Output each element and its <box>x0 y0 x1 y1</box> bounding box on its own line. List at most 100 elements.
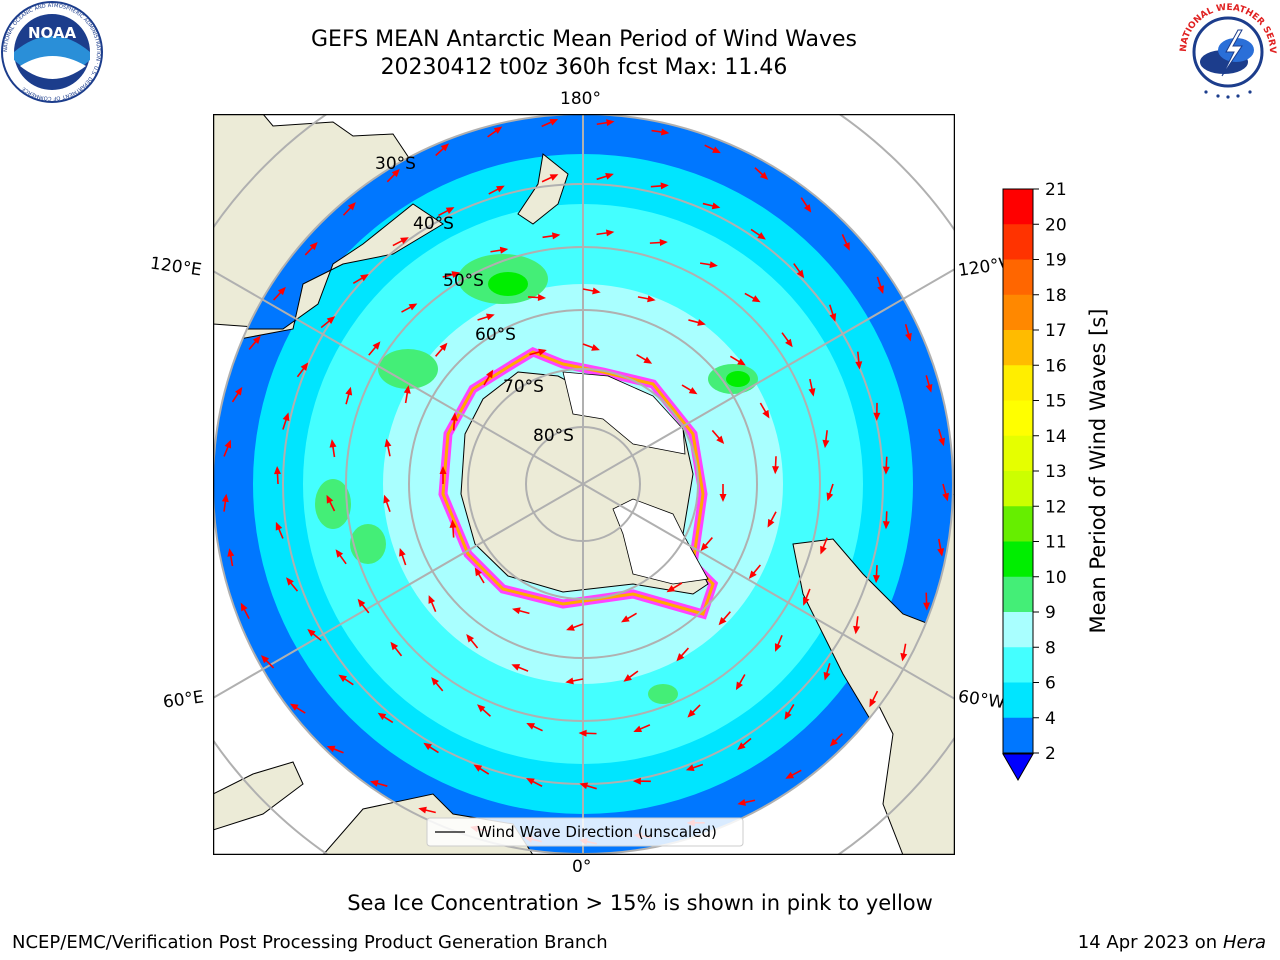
wind-wave-arrow-head <box>606 119 615 127</box>
period-10-11-patches <box>488 272 750 387</box>
wind-wave-arrow-head <box>499 246 509 254</box>
colorbar-bin <box>1003 224 1033 260</box>
wind-wave-arrow-head <box>252 335 261 345</box>
noaa-logo: NOAA NATIONAL OCEANIC AND ATMOSPHERIC AD… <box>0 0 104 104</box>
wind-wave-arrow-head <box>347 202 356 211</box>
lat-label-40s: 40°S <box>413 214 454 234</box>
wind-wave-arrow-head <box>853 625 861 635</box>
lon-label-180: 180° <box>560 89 601 109</box>
wind-wave-arrow-head <box>592 287 601 295</box>
wind-wave-arrow-head <box>360 274 369 282</box>
wind-wave-arrow-head <box>451 271 461 278</box>
wind-wave-arrow-head <box>537 294 547 302</box>
colorbar-bin <box>1003 330 1033 366</box>
wind-wave-arrow-head <box>905 332 912 342</box>
noaa-logo-label: NOAA <box>28 24 77 42</box>
wind-wave-arrow-head <box>660 182 669 190</box>
wind-wave-arrow-head <box>235 386 243 396</box>
wind-wave-arrow-head <box>289 703 299 711</box>
wind-wave-arrow-head <box>274 466 282 475</box>
wind-wave-arrow-head <box>309 241 318 251</box>
wind-wave-arrow-head <box>579 782 589 790</box>
wind-wave-arrow-head <box>823 671 831 681</box>
credit-host: Hera <box>1222 932 1266 953</box>
wind-wave-arrow-head <box>719 494 727 502</box>
wind-wave-arrow-head <box>767 518 775 528</box>
colorbar: 2 4 6 8 9 10 11 12 13 14 15 16 17 18 19 20 21 <box>995 180 1125 790</box>
wind-wave-arrow-head <box>829 313 837 322</box>
lat-label-80s: 80°S <box>533 426 574 446</box>
wind-wave-arrow-head <box>757 232 766 240</box>
colorbar-tick-label: 12 <box>1045 497 1067 517</box>
colorbar-extend-triangle <box>1002 753 1034 782</box>
wind-wave-arrow-head <box>688 387 698 395</box>
wind-wave-arrow-head <box>578 729 587 737</box>
wind-wave-arrow-head <box>882 521 890 530</box>
wind-wave-arrow-head <box>784 711 792 720</box>
wind-wave-arrow-head <box>449 519 457 528</box>
wind-wave-arrow-head <box>872 574 880 584</box>
colorbar-bin <box>1003 612 1033 648</box>
colorbar-tick-label: 8 <box>1045 638 1056 658</box>
wind-wave-arrow-head <box>643 356 653 364</box>
nws-logo: NATIONAL WEATHER SERVICE <box>1173 0 1280 104</box>
wind-wave-arrow-head <box>486 369 494 379</box>
wind-wave-arrow-head <box>440 143 449 152</box>
colorbar-bin <box>1003 541 1033 578</box>
meridians <box>213 114 955 855</box>
wind-wave-arrow-head <box>431 677 439 686</box>
wind-wave-arrow-head <box>418 806 427 814</box>
wind-wave-arrow-head <box>493 126 503 134</box>
lat-label-70s: 70°S <box>503 377 544 397</box>
wind-wave-arrow-head <box>737 798 746 806</box>
wind-wave-arrow-head <box>445 207 455 214</box>
colorbar-tick-label: 14 <box>1045 427 1067 447</box>
chart-title-line-1: GEFS MEAN Antarctic Mean Period of Wind … <box>311 27 857 52</box>
wind-wave-arrow-head <box>390 641 399 651</box>
wind-wave-arrow-head <box>938 437 945 447</box>
colorbar-tick-label: 13 <box>1045 462 1067 482</box>
wind-wave-arrow-head <box>450 412 458 421</box>
wind-wave-arrow-head <box>659 239 668 247</box>
wind-wave-arrow-head <box>326 494 334 504</box>
wind-wave-arrows <box>221 119 949 845</box>
wind-wave-arrow-head <box>307 629 316 637</box>
wind-wave-arrow-head <box>526 778 535 785</box>
colorbar-title: Mean Period of Wind Waves [s] <box>1086 308 1110 634</box>
colorbar-tick-label: 4 <box>1045 709 1056 729</box>
wind-wave-arrow-head <box>526 723 535 730</box>
wind-wave-arrow-head <box>808 388 816 397</box>
wind-wave-arrow-head <box>751 295 761 303</box>
colorbar-bin <box>1003 435 1033 472</box>
colorbar-bins <box>1002 188 1034 754</box>
map-legend: Wind Wave Direction (unscaled) <box>426 817 744 847</box>
wind-wave-arrow-head <box>737 358 746 366</box>
wind-wave-arrow-head <box>633 725 643 733</box>
wind-wave-arrow-head <box>737 742 746 751</box>
lon-label-120e: 120°E <box>148 253 203 281</box>
wind-wave-arrow-head <box>335 549 344 558</box>
wind-wave-arrow-head <box>774 643 782 652</box>
colorbar-tick-label: 6 <box>1045 674 1056 694</box>
colorbar-bin <box>1003 365 1033 401</box>
wind-wave-arrow-head <box>660 128 670 136</box>
wind-wave-arrow-head <box>796 269 805 279</box>
wind-wave-arrow-head <box>829 738 838 747</box>
wind-wave-arrow-head <box>716 435 725 445</box>
lon-label-0: 0° <box>572 857 592 877</box>
colorbar-bin <box>1003 506 1033 542</box>
wind-wave-arrow-head <box>477 704 486 713</box>
colorbar-tick-label: 9 <box>1045 603 1056 623</box>
wind-wave-arrow-head <box>221 493 229 503</box>
colorbar-tick-label: 18 <box>1045 286 1067 306</box>
credit-left: NCEP/EMC/Verification Post Processing Pr… <box>12 932 608 953</box>
wind-wave-arrow-head <box>277 286 286 296</box>
wind-wave-arrow-head <box>240 602 248 612</box>
wind-wave-arrow-head <box>685 764 695 771</box>
wind-wave-arrow-head <box>549 119 559 126</box>
wind-wave-arrow-head <box>345 386 353 396</box>
credit-right: 14 Apr 2023 on Hera <box>1078 932 1266 953</box>
wind-wave-arrow-head <box>473 764 483 772</box>
colorbar-tick-label: 15 <box>1045 392 1067 412</box>
wind-wave-arrow-head <box>551 232 561 240</box>
